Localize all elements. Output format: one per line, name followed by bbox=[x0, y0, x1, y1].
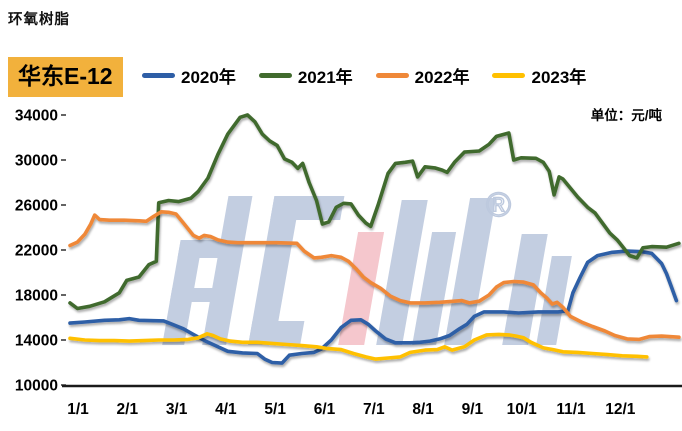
x-axis-tick-label: 6/1 bbox=[314, 401, 336, 418]
registered-trademark-icon: ® bbox=[486, 186, 511, 224]
x-axis-tick-label: 8/1 bbox=[412, 401, 434, 418]
x-axis-tick-label: 1/1 bbox=[67, 401, 89, 418]
legend-item-2022年: 2022年 bbox=[375, 63, 470, 88]
series-badge: 华东E-12 bbox=[8, 57, 123, 97]
y-axis-tick-label: 26000 bbox=[15, 198, 58, 215]
y-axis-tick-label: 34000 bbox=[15, 108, 58, 125]
legend-label: 2023年 bbox=[531, 68, 587, 87]
legend-item-2023年: 2023年 bbox=[492, 63, 586, 88]
series-line-2023年 bbox=[68, 331, 649, 361]
page-title: 环氧树脂 bbox=[8, 12, 70, 28]
x-axis-tick-label: 7/1 bbox=[363, 401, 385, 418]
legend-item-2021年: 2021年 bbox=[258, 63, 353, 88]
x-axis-tick-label: 11/1 bbox=[556, 401, 586, 418]
legend-dash-icon bbox=[492, 73, 526, 78]
x-axis-tick-label: 9/1 bbox=[462, 401, 484, 418]
y-axis-tick-label: 30000 bbox=[15, 153, 58, 170]
legend: 2020年 2021年 2022年 2023年 bbox=[142, 63, 586, 88]
x-axis-tick-label: 4/1 bbox=[215, 401, 237, 418]
y-axis-tick-label: 10000 bbox=[15, 378, 58, 395]
series-line-2022年 bbox=[68, 210, 681, 342]
unit-label: 单位：元/吨 bbox=[590, 108, 662, 123]
x-axis-tick-label: 12/1 bbox=[605, 401, 636, 418]
watermark-logo bbox=[162, 196, 572, 345]
legend-item-2020年: 2020年 bbox=[142, 63, 236, 88]
legend-label: 2020年 bbox=[181, 68, 236, 87]
legend-dash-icon bbox=[258, 73, 292, 78]
legend-label: 2022年 bbox=[414, 68, 470, 87]
x-axis-tick-label: 5/1 bbox=[264, 401, 286, 418]
series-line-2021年 bbox=[68, 113, 681, 311]
y-axis-tick-label: 18000 bbox=[15, 288, 58, 305]
legend-dash-icon bbox=[142, 73, 175, 78]
y-axis-tick-label: 14000 bbox=[15, 333, 58, 350]
legend-dash-icon bbox=[375, 73, 409, 78]
x-axis-tick-label: 3/1 bbox=[166, 401, 188, 418]
x-axis-tick-label: 2/1 bbox=[117, 401, 139, 418]
legend-label: 2021年 bbox=[297, 68, 353, 87]
x-axis-tick-label: 10/1 bbox=[507, 401, 538, 418]
y-axis-tick-label: 22000 bbox=[15, 243, 58, 260]
series-line-2020年 bbox=[68, 249, 679, 365]
